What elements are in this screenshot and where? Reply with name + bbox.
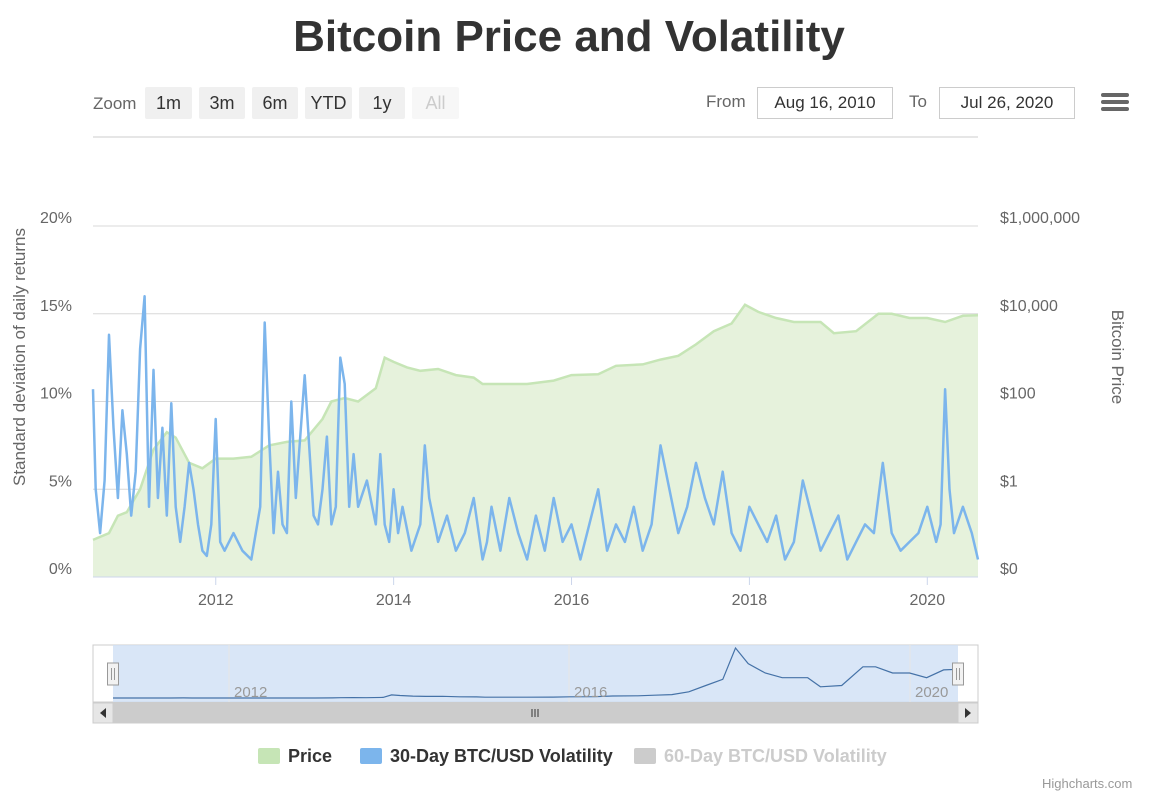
range-from-input[interactable]: Aug 16, 2010 bbox=[757, 87, 893, 119]
price-area bbox=[93, 304, 978, 577]
y-right-axis: $0 $1 $100 $10,000 $1,000,000 bbox=[1000, 210, 1080, 578]
zoom-1y-button[interactable]: 1y bbox=[359, 87, 405, 119]
legend-label: 30-Day BTC/USD Volatility bbox=[390, 746, 613, 766]
legend-label: Price bbox=[288, 746, 333, 766]
y-right-tick-label: $10,000 bbox=[1000, 298, 1058, 315]
zoom-ytd-button[interactable]: YTD bbox=[305, 87, 352, 119]
y-right-tick-label: $0 bbox=[1000, 561, 1018, 578]
zoom-6m-button[interactable]: 6m bbox=[252, 87, 298, 119]
y-right-tick-label: $1,000,000 bbox=[1000, 210, 1080, 227]
chart-title: Bitcoin Price and Volatility bbox=[293, 12, 845, 61]
y-left-tick-label: 0% bbox=[49, 561, 72, 578]
legend-label: 60-Day BTC/USD Volatility bbox=[664, 746, 887, 766]
range-to-label: To bbox=[909, 92, 927, 111]
price-line bbox=[92, 303, 979, 542]
scroll-right-icon[interactable] bbox=[957, 702, 979, 724]
y-right-tick-label: $100 bbox=[1000, 386, 1036, 403]
range-from-label: From bbox=[706, 92, 746, 111]
zoom-1m-button[interactable]: 1m bbox=[145, 87, 192, 119]
scroll-left-icon[interactable] bbox=[92, 702, 114, 724]
y-left-tick-label: 15% bbox=[40, 298, 72, 315]
navigator-handle-right[interactable] bbox=[952, 662, 964, 686]
y-left-axis-title: Standard deviation of daily returns bbox=[10, 228, 29, 486]
y-right-axis-title: Bitcoin Price bbox=[1108, 310, 1127, 404]
y-left-tick-label: 5% bbox=[49, 473, 72, 490]
scrollbar[interactable] bbox=[92, 702, 979, 724]
range-to-input[interactable]: Jul 26, 2020 bbox=[939, 87, 1075, 119]
x-axis-ticks: 2012 2014 2016 2018 2020 bbox=[198, 577, 945, 609]
navigator-mask[interactable] bbox=[113, 645, 958, 702]
legend-swatch bbox=[258, 748, 280, 764]
x-tick-label: 2016 bbox=[554, 592, 590, 609]
x-tick-label: 2020 bbox=[910, 592, 946, 609]
legend-item-30day-volatility[interactable]: 30-Day BTC/USD Volatility bbox=[360, 746, 613, 767]
legend-swatch bbox=[360, 748, 382, 764]
y-left-tick-label: 20% bbox=[40, 210, 72, 227]
navigator-tick-label: 2012 bbox=[234, 684, 267, 701]
y-right-tick-label: $1 bbox=[1000, 473, 1018, 490]
zoom-all-button[interactable]: All bbox=[412, 87, 459, 119]
zoom-3m-button[interactable]: 3m bbox=[199, 87, 245, 119]
volatility-line bbox=[91, 294, 980, 561]
navigator-tick-label: 2016 bbox=[574, 684, 607, 701]
price-series bbox=[92, 303, 979, 577]
navigator-tick-label: 2020 bbox=[915, 684, 948, 701]
legend-item-60day-volatility[interactable]: 60-Day BTC/USD Volatility bbox=[634, 746, 887, 767]
legend-item-price[interactable]: Price bbox=[258, 746, 332, 767]
credits-link[interactable]: Highcharts.com bbox=[1042, 776, 1133, 791]
y-left-tick-label: 10% bbox=[40, 386, 72, 403]
x-tick-label: 2014 bbox=[376, 592, 412, 609]
y-left-axis: 0% 5% 10% 15% 20% bbox=[40, 210, 72, 578]
navigator-series bbox=[113, 646, 959, 699]
navigator-handle-left[interactable] bbox=[107, 662, 119, 686]
volatility-series bbox=[91, 294, 980, 561]
zoom-label: Zoom bbox=[93, 94, 137, 113]
x-tick-label: 2018 bbox=[732, 592, 768, 609]
navigator[interactable]: 2012 2016 2020 bbox=[92, 644, 979, 703]
x-tick-label: 2012 bbox=[198, 592, 234, 609]
legend-swatch bbox=[634, 748, 656, 764]
hamburger-menu-icon[interactable] bbox=[1101, 93, 1129, 115]
scroll-grip-icon bbox=[531, 709, 539, 717]
